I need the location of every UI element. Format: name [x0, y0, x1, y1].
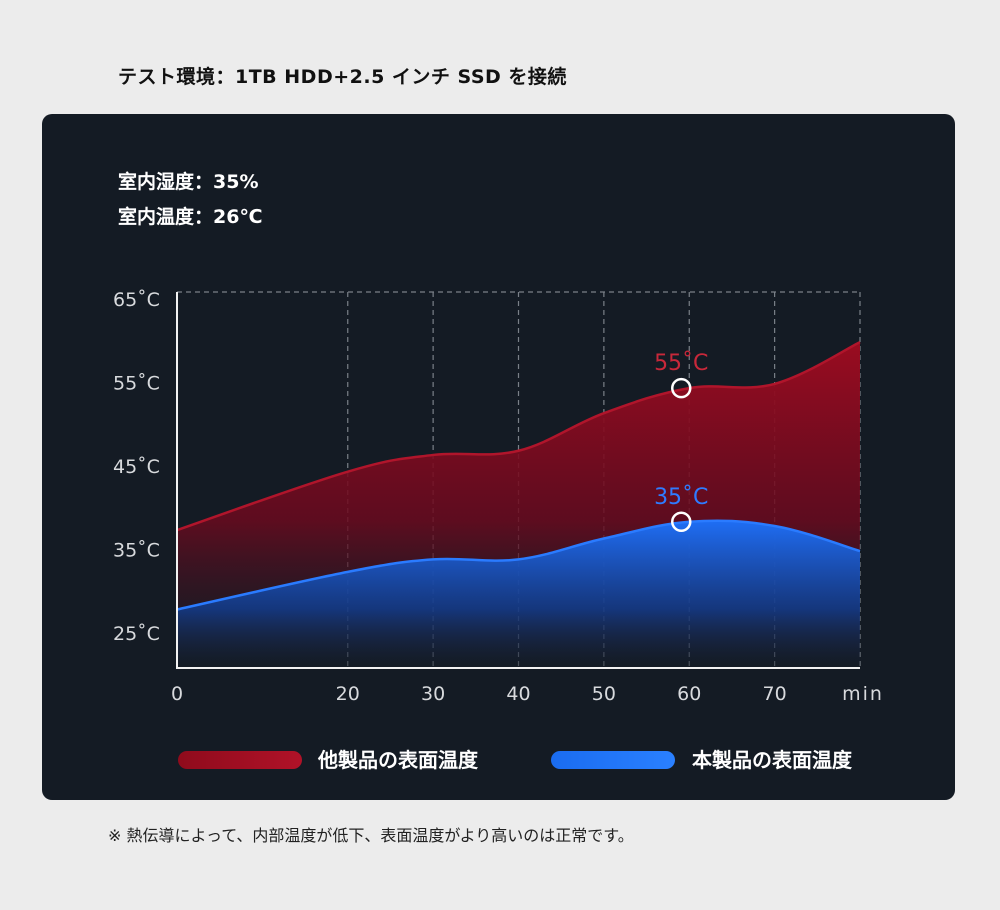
y-tick-label: 45˚C — [113, 456, 160, 478]
room-temperature: 室内温度：26℃ — [118, 206, 263, 228]
test-environment-title: テスト環境：1TB HDD+2.5 インチ SSD を接続 — [118, 66, 567, 88]
y-tick-label: 35˚C — [113, 540, 160, 562]
data-label-1: 35˚C — [654, 485, 708, 510]
y-tick-label: 55˚C — [113, 373, 160, 395]
y-tick-label: 25˚C — [113, 623, 160, 645]
legend-swatch-ours — [551, 751, 675, 769]
x-tick-label: 70 — [763, 683, 787, 705]
x-tick-label: 30 — [421, 683, 445, 705]
room-humidity: 室内湿度：35% — [118, 171, 259, 193]
x-tick-label: 50 — [592, 683, 616, 705]
data-marker-1 — [671, 511, 692, 533]
x-tick-label: 60 — [677, 683, 701, 705]
x-tick-label: 0 — [171, 683, 183, 705]
legend-label-other: 他製品の表面温度 — [318, 748, 478, 772]
series-area-1 — [177, 520, 860, 668]
series-line-0 — [176, 341, 861, 532]
data-label-0: 55˚C — [654, 351, 708, 376]
y-tick-label: 65˚C — [113, 289, 160, 311]
x-axis-unit: min — [842, 683, 884, 705]
legend-label-ours: 本製品の表面温度 — [692, 748, 852, 772]
data-marker-0 — [671, 377, 692, 399]
x-tick-label: 20 — [336, 683, 360, 705]
x-tick-label: 40 — [506, 683, 530, 705]
legend-swatch-other — [178, 751, 302, 769]
footnote: ※ 熱伝導によって、内部温度が低下、表面温度がより高いのは正常です。 — [108, 826, 634, 845]
series-line-1 — [176, 519, 861, 611]
